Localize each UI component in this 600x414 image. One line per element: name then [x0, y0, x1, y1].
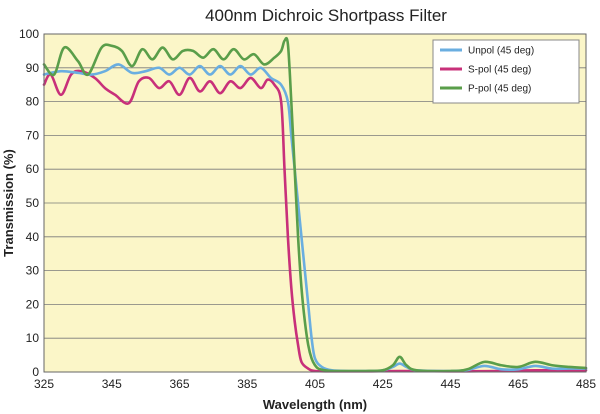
series-line-p-pol: [42, 36, 588, 373]
chart-title: 400nm Dichroic Shortpass Filter: [205, 6, 447, 25]
y-tick-label: 90: [26, 61, 40, 75]
x-tick-label: 385: [237, 377, 257, 391]
series-line-s-pol: [42, 69, 588, 373]
x-axis-label: Wavelength (nm): [263, 397, 367, 412]
x-tick-label: 405: [305, 377, 325, 391]
x-tick-labels: 325 345 365 385 405 425 445 465 485: [34, 377, 596, 391]
plot-border: [43, 33, 587, 373]
x-tick-label: 445: [440, 377, 460, 391]
gridlines: [44, 67, 586, 339]
legend: Unpol (45 deg) S-pol (45 deg) P-pol (45 de…: [432, 39, 580, 104]
y-axis-label: Transmission (%): [1, 149, 16, 257]
x-tick-label: 345: [102, 377, 122, 391]
y-tick-label: 70: [26, 128, 40, 142]
y-tick-label: 20: [26, 297, 40, 311]
legend-label-p-pol: P-pol (45 deg): [468, 84, 531, 95]
y-tick-labels: 0 10 20 30 40 50 60 70 80 90 100: [19, 27, 39, 379]
y-tick-label: 80: [26, 95, 40, 109]
x-tick-label: 365: [169, 377, 189, 391]
y-tick-label: 60: [26, 162, 40, 176]
y-tick-label: 40: [26, 230, 40, 244]
y-tick-label: 30: [26, 264, 40, 278]
y-tick-label: 50: [26, 196, 40, 210]
x-tick-label: 325: [34, 377, 54, 391]
y-tick-label: 0: [32, 365, 39, 379]
x-tick-label: 465: [508, 377, 528, 391]
y-tick-label: 100: [19, 27, 39, 41]
legend-label-unpol: Unpol (45 deg): [468, 46, 534, 57]
y-tick-label: 10: [26, 331, 40, 345]
series-lines: [42, 36, 588, 373]
x-tick-label: 425: [373, 377, 393, 391]
legend-label-s-pol: S-pol (45 deg): [468, 65, 531, 76]
x-tick-label: 485: [576, 377, 596, 391]
